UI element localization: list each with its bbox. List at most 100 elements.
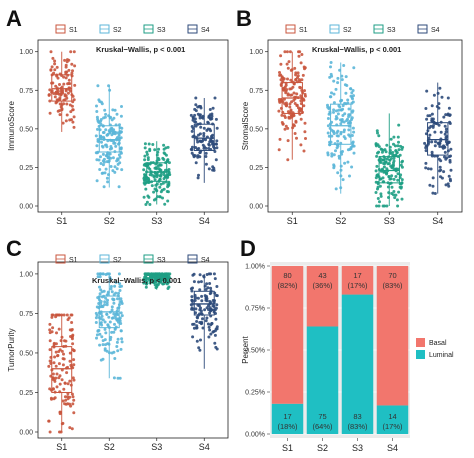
data-point xyxy=(299,107,303,111)
data-point xyxy=(385,171,389,175)
data-point xyxy=(99,122,103,126)
data-point xyxy=(113,108,117,112)
data-point xyxy=(388,177,392,181)
data-point xyxy=(104,128,108,132)
data-point xyxy=(351,89,355,92)
data-point xyxy=(148,281,152,285)
legend-label: S2 xyxy=(113,27,122,34)
data-point xyxy=(429,167,433,171)
data-point xyxy=(204,298,208,302)
data-point xyxy=(120,302,124,305)
data-point xyxy=(107,315,111,319)
data-point xyxy=(210,322,214,325)
data-point xyxy=(293,102,297,105)
data-point xyxy=(197,173,200,177)
panel-letter: C xyxy=(6,236,22,261)
data-point xyxy=(71,402,75,406)
data-point xyxy=(283,114,286,118)
data-point xyxy=(204,151,208,155)
legend-label: S1 xyxy=(69,257,78,264)
data-point xyxy=(202,132,206,135)
data-point xyxy=(334,109,338,113)
data-point xyxy=(61,357,65,361)
data-point xyxy=(387,162,391,165)
data-point xyxy=(337,154,341,158)
data-point xyxy=(191,135,195,139)
data-point xyxy=(73,83,77,87)
data-point xyxy=(390,185,394,189)
y-tick-label: 0.75 xyxy=(19,88,33,95)
data-point xyxy=(430,112,434,116)
data-point xyxy=(289,87,293,91)
data-point xyxy=(293,66,297,70)
data-point xyxy=(99,358,103,362)
data-point xyxy=(329,65,332,69)
data-point xyxy=(428,133,432,137)
data-point xyxy=(115,345,119,348)
data-point xyxy=(334,149,337,153)
data-point xyxy=(198,116,202,120)
data-point xyxy=(145,153,149,156)
data-point xyxy=(116,349,120,353)
data-point xyxy=(396,135,400,139)
data-point xyxy=(426,167,430,171)
data-point xyxy=(53,68,57,72)
data-point xyxy=(393,144,397,148)
data-point xyxy=(67,68,71,72)
data-point xyxy=(298,85,302,89)
data-point xyxy=(145,282,149,285)
data-point xyxy=(107,160,111,164)
data-point xyxy=(214,294,218,297)
y-axis-label: Percent xyxy=(241,335,250,363)
legend-swatch-basal xyxy=(416,338,425,347)
data-point xyxy=(279,78,283,82)
data-point xyxy=(119,147,123,151)
data-point xyxy=(98,272,102,276)
data-point xyxy=(199,338,202,342)
data-point xyxy=(346,98,350,102)
basal-pct-label: (17%) xyxy=(347,281,368,290)
data-point xyxy=(146,156,150,160)
x-tick-label: S2 xyxy=(335,216,346,226)
data-point xyxy=(297,110,301,114)
data-point xyxy=(326,124,330,128)
data-point xyxy=(201,317,204,321)
data-point xyxy=(202,134,206,138)
data-point xyxy=(449,154,452,158)
y-tick-label: 1.00 xyxy=(19,271,33,278)
data-point xyxy=(444,183,448,187)
data-point xyxy=(68,328,72,332)
luminal-count-label: 75 xyxy=(318,412,326,421)
data-point xyxy=(379,147,383,151)
data-point xyxy=(345,119,349,123)
data-point xyxy=(330,74,334,78)
box-s2 xyxy=(98,125,120,153)
data-point xyxy=(190,151,194,155)
data-point xyxy=(103,303,107,307)
data-point xyxy=(286,139,290,143)
data-point xyxy=(72,125,76,129)
data-point xyxy=(118,289,122,292)
data-point xyxy=(428,183,432,187)
data-point xyxy=(192,326,196,330)
data-point xyxy=(210,117,214,121)
data-point xyxy=(72,115,76,119)
data-point xyxy=(341,114,345,117)
data-point xyxy=(208,282,212,285)
data-point xyxy=(190,295,194,299)
data-point xyxy=(431,184,435,188)
data-point xyxy=(61,399,65,403)
data-point xyxy=(191,118,195,122)
data-point xyxy=(96,138,100,141)
data-point xyxy=(111,108,115,112)
data-point xyxy=(53,62,57,66)
data-point xyxy=(101,163,105,167)
data-point xyxy=(95,179,99,183)
data-point xyxy=(446,96,450,100)
data-point xyxy=(119,311,123,315)
data-point xyxy=(70,392,74,396)
data-point xyxy=(346,160,350,164)
data-point xyxy=(396,178,400,182)
data-point xyxy=(341,104,345,108)
data-point xyxy=(326,131,330,135)
